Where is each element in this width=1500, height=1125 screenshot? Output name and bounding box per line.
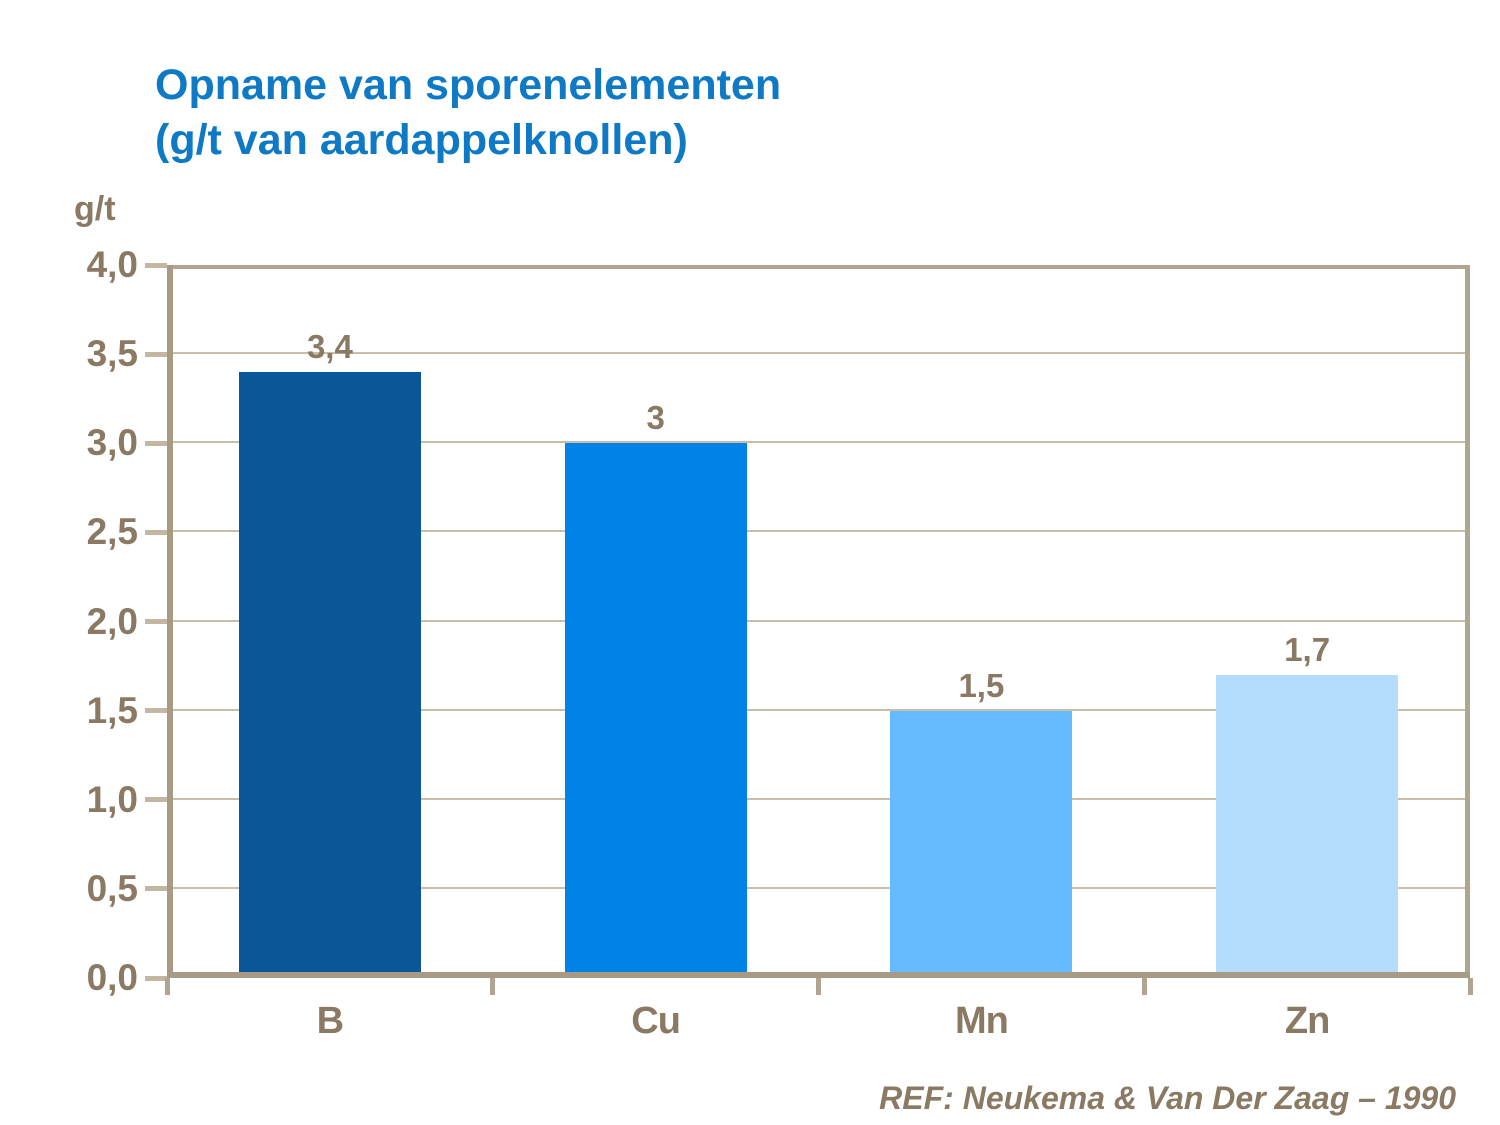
y-tick-mark (145, 886, 167, 892)
x-tick-mark (490, 978, 496, 995)
chart-title-line1: Opname van sporenelementen (155, 61, 782, 109)
y-tick-mark (145, 708, 167, 714)
y-tick-label: 2,5 (86, 511, 138, 553)
y-tick-mark (145, 975, 167, 981)
chart-title-line2: (g/t van aardappelknollen) (155, 116, 688, 164)
chart-title: Opname van sporenelementen (g/t van aard… (155, 58, 781, 168)
x-category-label-Mn: Mn (954, 1000, 1009, 1042)
reference-text: REF: Neukema & Van Der Zaag – 1990 (879, 1080, 1456, 1116)
gridline (167, 708, 1470, 711)
x-axis-line (167, 972, 1470, 978)
y-tick-mark (145, 619, 167, 624)
x-category-label-Cu: Cu (631, 1000, 681, 1042)
y-tick-label: 1,5 (86, 689, 138, 731)
y-tick-label: 0,0 (86, 957, 138, 998)
gridline (167, 797, 1470, 800)
gridline (167, 886, 1470, 889)
x-category-label-B: B (316, 1000, 344, 1042)
plot-area: 3,4 3 1,5 1,7 (167, 265, 1470, 978)
gridline (167, 619, 1470, 622)
gridline (167, 441, 1470, 444)
gridline (167, 352, 1470, 355)
y-tick-label: 2,0 (86, 600, 138, 642)
bar-Mn (890, 710, 1073, 978)
y-axis-unit-label: g/t (74, 190, 116, 228)
x-tick-mark (1141, 978, 1147, 995)
bar-B (238, 371, 421, 978)
x-category-label-Zn: Zn (1284, 1000, 1330, 1042)
y-tick-mark (145, 351, 167, 357)
bar-value-label-B: 3,4 (306, 327, 353, 365)
y-tick-label: 0,5 (86, 867, 138, 909)
x-tick-mark (164, 978, 170, 995)
y-tick-mark (145, 529, 167, 535)
y-tick-label: 3,5 (86, 333, 138, 375)
bar-Zn (1216, 674, 1399, 978)
bar-value-label-Cu: 3 (646, 399, 665, 437)
y-axis-line (167, 265, 173, 978)
y-tick-mark (145, 440, 167, 446)
gridline (167, 530, 1470, 533)
bar-value-label-Zn: 1,7 (1284, 630, 1331, 668)
bar-value-label-Mn: 1,5 (958, 666, 1005, 704)
y-tick-label: 4,0 (86, 244, 138, 285)
y-tick-mark (145, 262, 167, 268)
x-tick-mark (816, 978, 821, 995)
y-tick-label: 1,0 (86, 778, 138, 820)
bar-Cu (564, 443, 747, 978)
y-tick-label: 3,0 (86, 422, 138, 464)
x-tick-mark (1467, 978, 1473, 995)
plot-border-top (167, 265, 1470, 269)
plot-border-right (1465, 265, 1470, 978)
y-tick-mark (145, 797, 167, 803)
